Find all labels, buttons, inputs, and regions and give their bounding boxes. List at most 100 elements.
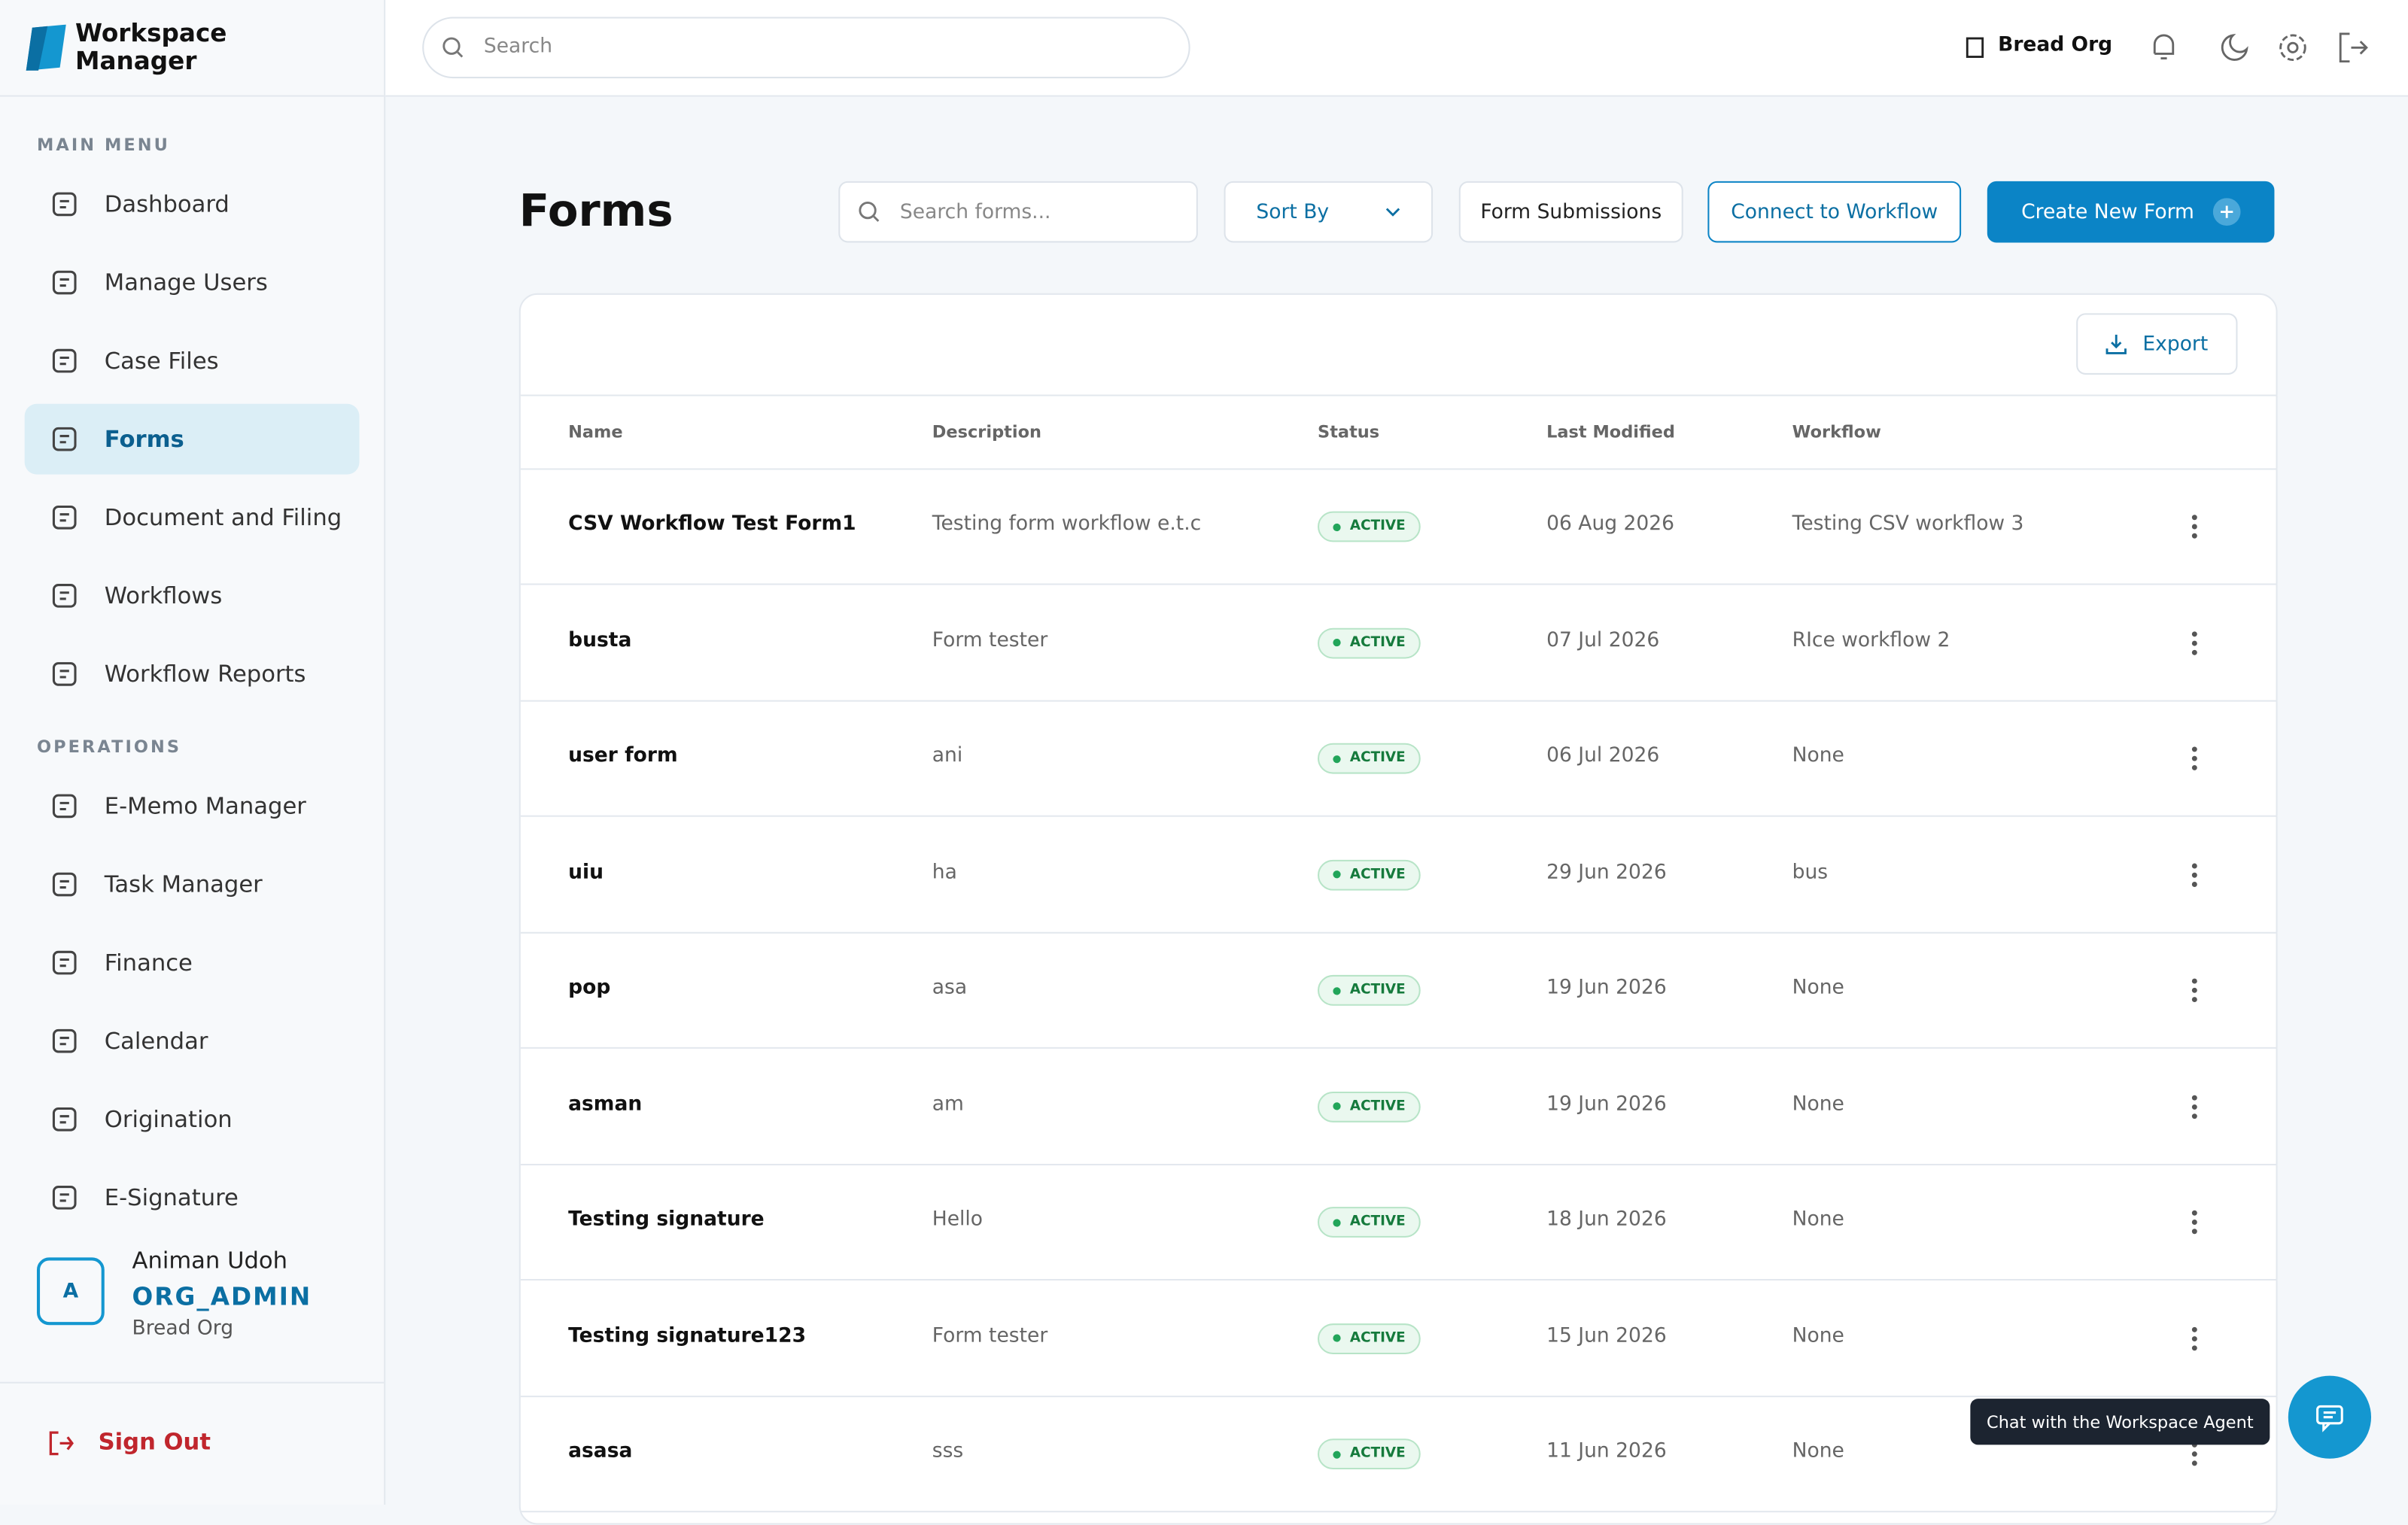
export-label: Export [2142,332,2209,356]
org-name[interactable]: Bread Org [1998,33,2113,57]
search-placeholder: Search [483,35,553,59]
menu-label: Workflow Reports [104,660,306,688]
cell: None [1792,1092,1844,1116]
menu-item[interactable]: Workflows [25,560,360,631]
row-menu[interactable] [2185,975,2203,1006]
status-badge: ACTIVE [1318,743,1421,774]
status-badge: ACTIVE [1318,1090,1421,1122]
cell: 06 Jul 2026 [1546,744,1660,768]
column-header: Workflow [1792,422,1881,442]
cell: 19 Jun 2026 [1546,1092,1667,1116]
row-menu[interactable] [2185,627,2203,658]
status-text: ACTIVE [1349,634,1406,651]
user-role: ORG_ADMIN [132,1282,312,1311]
sort-label: Sort By [1256,200,1330,223]
row-menu[interactable] [2185,512,2203,542]
sign-out[interactable]: Sign Out [98,1427,211,1456]
cell: asa [932,976,968,1000]
page-title: Forms [518,184,673,237]
form-name: uiu [568,860,604,884]
menu-item[interactable]: Document and Filing [25,482,360,553]
cell: 11 Jun 2026 [1546,1440,1667,1463]
row-menu[interactable] [2185,1323,2203,1353]
table-row[interactable]: uiu ha ACTIVE 29 Jun 2026 bus [520,816,2276,933]
menu-item[interactable]: Dashboard [25,169,360,239]
connect-button[interactable]: Connect to Workflow [1707,181,1962,243]
status-badge: ACTIVE [1318,1207,1421,1238]
row-menu[interactable] [2185,1207,2203,1238]
create-button[interactable]: Create New Form [1987,181,2275,243]
brand: Workspace Manager [74,18,227,75]
column-header: Name [568,422,623,442]
form-name: Testing signature123 [568,1324,807,1347]
form-name: pop [568,976,611,1000]
menu-label: Origination [104,1105,233,1134]
cell: bus [1792,860,1829,884]
menu-item[interactable]: Calendar [25,1006,360,1077]
global-search[interactable]: Search [422,17,1190,79]
menu-item[interactable]: Task Manager [25,849,360,920]
table-row[interactable]: CSV Workflow Test Form1 Testing form work… [520,468,2276,585]
menu-item[interactable]: Forms [24,403,360,475]
column-header: Last Modified [1546,422,1675,442]
menu-label: E-Signature [104,1183,239,1212]
menu-item[interactable]: Case Files [25,326,360,396]
row-menu[interactable] [2185,859,2203,890]
row-menu[interactable] [2185,743,2203,774]
menu-item[interactable]: Manage Users [25,248,360,318]
cell: 18 Jun 2026 [1546,1208,1667,1232]
menu-item[interactable]: E-Memo Manager [25,770,360,841]
cell: Testing form workflow e.t.c [932,512,1202,536]
menu-item[interactable]: Origination [25,1084,360,1155]
cell: ha [932,860,957,884]
cell: ani [932,744,963,768]
menu-label: Dashboard [104,190,230,218]
table-row[interactable]: Testing signature123 Form tester ACTIVE 15 … [520,1280,2276,1397]
column-header: Status [1318,422,1380,442]
divider [520,468,2276,470]
section-label: OPERATIONS [36,737,182,758]
cell: None [1792,1440,1844,1463]
form-submissions-button[interactable]: Form Submissions [1458,181,1683,243]
export-button[interactable]: Export [2076,313,2238,375]
column-header: Description [932,422,1041,442]
chat-tooltip: Chat with the Workspace Agent [1970,1399,2270,1445]
topbar: Search Bread Org [385,0,2408,97]
section-label: MAIN MENU [36,135,170,156]
table-row[interactable]: pop asa ACTIVE 19 Jun 2026 None [520,932,2276,1049]
cell: 15 Jun 2026 [1546,1324,1667,1347]
top-icons [2153,33,2306,62]
menu-label: Workflows [104,582,223,610]
chat-button[interactable] [2288,1375,2372,1459]
status-text: ACTIVE [1349,1098,1406,1114]
form-name: user form [568,744,678,768]
sidebar: Workspace Manager MAIN MENU OPERATIONS D… [0,0,386,1505]
row-menu[interactable] [2185,1091,2203,1122]
menu-label: Finance [104,949,193,977]
menu-label: Manage Users [104,269,268,296]
table-row[interactable]: asman am ACTIVE 19 Jun 2026 None [520,1048,2276,1165]
menu-item[interactable]: Finance [25,928,360,998]
cell: None [1792,744,1844,768]
menu-label: Case Files [104,347,219,375]
menu-item[interactable]: E-Signature [25,1162,360,1233]
table-row[interactable]: user form ani ACTIVE 06 Jul 2026 None [520,700,2276,817]
logo [26,24,66,71]
status-text: ACTIVE [1349,1446,1406,1462]
sort-dropdown[interactable]: Sort By [1224,181,1434,243]
status-badge: ACTIVE [1318,974,1421,1006]
form-search[interactable]: Search forms... [838,181,1198,243]
table-row[interactable]: Testing signature Hello ACTIVE 18 Jun 2026 N… [520,1164,2276,1281]
table-row[interactable]: busta Form tester ACTIVE 07 Jul 2026 RIce wo… [520,585,2276,701]
menu-item[interactable]: Workflow Reports [25,639,360,709]
cell: am [932,1092,964,1116]
cell: Hello [932,1208,984,1232]
form-name: asasa [568,1440,633,1463]
status-badge: ACTIVE [1318,1438,1421,1470]
forms-table: Export Name Description Status Last Modifie… [518,293,2278,1525]
sign-out-icon [49,1431,74,1456]
form-name: CSV Workflow Test Form1 [568,512,856,536]
cell: Testing CSV workflow 3 [1792,512,2024,536]
